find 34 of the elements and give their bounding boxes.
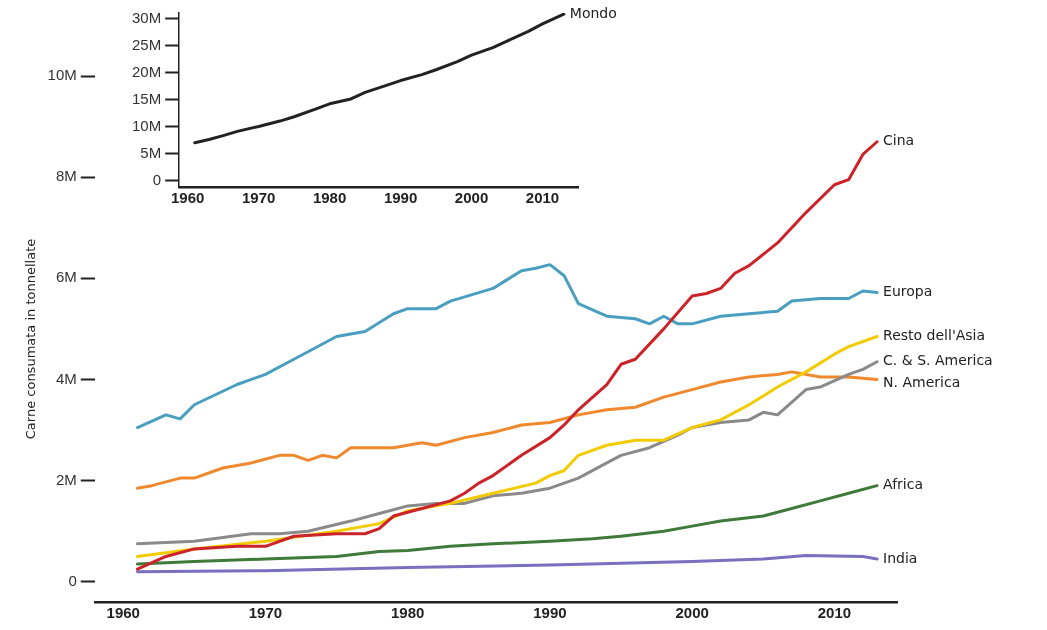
y-tick-label: 10M	[131, 116, 162, 134]
y-tick-label: 30M	[131, 8, 162, 26]
y-tick-label: 2M	[55, 470, 77, 488]
x-tick-label: 2000	[454, 189, 489, 207]
y-tick-label: 0	[68, 571, 77, 589]
y-tick-label: 5M	[140, 143, 162, 161]
series-label: Europa	[883, 283, 933, 300]
x-tick-label: 1970	[241, 189, 276, 207]
x-tick-label: 2010	[817, 604, 852, 622]
x-tick-label: 1960	[171, 189, 205, 207]
x-tick-label: 1960	[106, 604, 140, 622]
x-tick-label: 2000	[675, 604, 709, 622]
series-label: India	[883, 549, 918, 566]
y-tick-label: 0	[152, 170, 162, 188]
y-tick-label: 15M	[131, 89, 162, 107]
y-tick-label: 6M	[55, 268, 77, 286]
y-tick-label: 8M	[55, 167, 77, 185]
y-tick-label: 4M	[55, 369, 77, 387]
x-tick-label: 1990	[533, 604, 567, 622]
series-label: Resto dell'Asia	[883, 327, 986, 344]
series-label: N. America	[883, 374, 961, 391]
x-tick-label: 1980	[391, 604, 425, 622]
x-tick-label: 1970	[248, 604, 283, 622]
y-axis-title: Carne consumata in tonnellate	[23, 238, 39, 440]
series-label: Mondo	[569, 4, 617, 21]
y-tick-label: 20M	[131, 62, 162, 80]
x-tick-label: 1990	[383, 189, 418, 207]
series-label: Cina	[883, 132, 915, 149]
x-tick-label: 1980	[312, 189, 347, 207]
x-tick-label: 2010	[525, 189, 560, 207]
y-tick-label: 10M	[47, 66, 77, 84]
y-tick-label: 25M	[131, 35, 162, 53]
series-label: C. & S. America	[883, 352, 993, 369]
series-label: Africa	[883, 476, 924, 493]
